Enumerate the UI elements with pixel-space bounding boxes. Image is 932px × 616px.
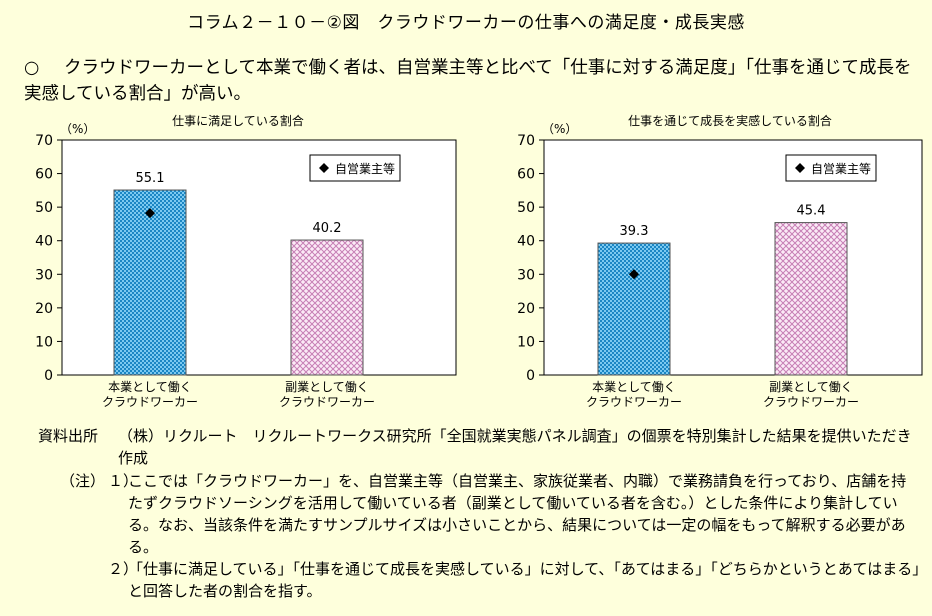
x-tick-label: 副業として働く [769,380,853,394]
bar [290,239,364,376]
note-number: １） [108,472,139,490]
y-tick-label: 30 [517,267,535,283]
x-tick-label: クラウドワーカー [279,395,375,409]
note-text: ここでは「クラウドワーカー」を、自営業主等（自営業主、家族従業者、内職）で業務請… [128,472,907,556]
y-tick-label: 60 [35,167,53,183]
x-tick-label: 本業として働く [592,380,676,394]
legend-marker [319,163,329,173]
y-tick-label: 0 [526,368,535,384]
data-label: 55.1 [136,171,165,186]
x-tick-label: クラウドワーカー [586,395,682,409]
note-item: １） ここでは「クラウドワーカー」を、自営業主等（自営業主、家族従業者、内職）で… [60,470,920,558]
y-tick-label: 10 [517,334,535,350]
x-tick-label: クラウドワーカー [763,395,859,409]
chart-title: 仕事に満足している割合 [172,113,304,128]
note-number: ２） [108,560,139,578]
bar [597,242,671,376]
source-label: 資料出所 [38,427,99,445]
chart-title: 仕事を通じて成長を実感している割合 [628,113,832,128]
notes-block: （注） １） ここでは「クラウドワーカー」を、自営業主等（自営業主、家族従業者、… [60,470,920,602]
y-tick-label: 20 [517,301,535,317]
x-tick-label: 本業として働く [108,380,192,394]
y-tick-label: 70 [517,133,535,149]
y-axis-unit: （%） [542,122,577,136]
data-label: 39.3 [620,224,649,239]
legend-label: 自営業主等 [335,162,395,176]
y-tick-label: 40 [517,234,535,250]
note-item: ２） 「仕事に満足している」「仕事を通じて成長を実感している」に対して、「あては… [60,558,920,602]
y-tick-label: 30 [35,267,53,283]
legend-label: 自営業主等 [811,162,871,176]
x-tick-label: 副業として働く [285,380,369,394]
bar [113,189,187,376]
y-tick-label: 50 [517,200,535,216]
y-tick-label: 70 [35,133,53,149]
y-axis-unit: （%） [60,122,95,136]
legend-marker [795,163,805,173]
source-text: （株）リクルート リクルートワークス研究所「全国就業実態パネル調査」の個票を特別… [118,427,912,467]
y-tick-label: 10 [35,334,53,350]
summary-text: クラウドワーカーとして本業で働く者は、自営業主等と比べて「仕事に対する満足度」「… [24,58,912,104]
bar [774,222,848,376]
y-tick-label: 50 [35,200,53,216]
note-text: 「仕事に満足している」「仕事を通じて成長を実感している」に対して、「あてはまる」… [128,560,920,600]
y-tick-label: 0 [44,368,53,384]
y-tick-label: 20 [35,301,53,317]
marker-point [145,208,155,219]
data-label: 40.2 [313,221,342,236]
summary-bullet: ○ [24,58,40,78]
charts-canvas: 仕事に満足している割合 （%） 0 10 20 30 40 50 60 70 55.1 本業として働く… [35,113,923,409]
y-tick-label: 40 [35,234,53,250]
summary-text-block: ○ クラウドワーカーとして本業で働く者は、自営業主等と比べて「仕事に対する満足度… [24,55,914,107]
marker-point [629,269,639,280]
source-block: 資料出所 （株）リクルート リクルートワークス研究所「全国就業実態パネル調査」の… [38,425,918,469]
y-tick-label: 60 [517,167,535,183]
data-label: 45.4 [797,204,826,219]
x-tick-label: クラウドワーカー [102,395,198,409]
figure-title: コラム２－１０－②図 クラウドワーカーの仕事への満足度・成長実感 [187,13,745,33]
notes-label: （注） [60,472,106,490]
